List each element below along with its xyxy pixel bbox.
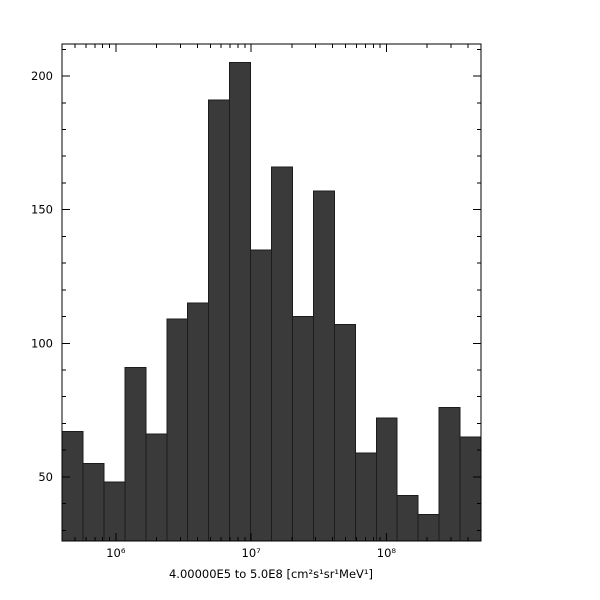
x-tick-label: 10⁸ <box>377 546 397 560</box>
histogram-bar <box>124 366 147 542</box>
histogram-bar <box>61 430 84 542</box>
histogram-bar <box>438 406 461 542</box>
histogram-bar <box>291 316 314 542</box>
plot-frame <box>61 43 482 542</box>
histogram-bar <box>166 318 189 542</box>
histogram-bar <box>187 302 210 542</box>
histogram-bar <box>229 62 252 542</box>
histogram-bar <box>103 481 126 542</box>
x-tick-label: 10⁷ <box>242 546 262 560</box>
histogram-bar <box>250 249 273 542</box>
histogram-bar <box>375 417 398 542</box>
histogram-bar <box>312 190 335 542</box>
histogram-bar <box>82 463 105 542</box>
histogram-bar <box>354 452 377 542</box>
histogram-bar <box>271 166 293 542</box>
y-tick-label: 100 <box>31 336 53 350</box>
histogram-bar <box>145 433 168 542</box>
histogram-bar <box>459 436 482 542</box>
y-tick-label: 50 <box>38 470 53 484</box>
histogram-bar <box>417 513 440 542</box>
x-tick-label: 10⁶ <box>106 546 126 560</box>
y-tick-label: 150 <box>31 203 53 217</box>
histogram-bar <box>208 99 231 542</box>
y-tick-label: 200 <box>31 69 53 83</box>
histogram-bar <box>333 324 356 542</box>
x-axis-label: 4.00000E5 to 5.0E8 [cm²s¹sr¹MeV¹] <box>169 567 373 581</box>
histogram-bar <box>396 495 419 542</box>
